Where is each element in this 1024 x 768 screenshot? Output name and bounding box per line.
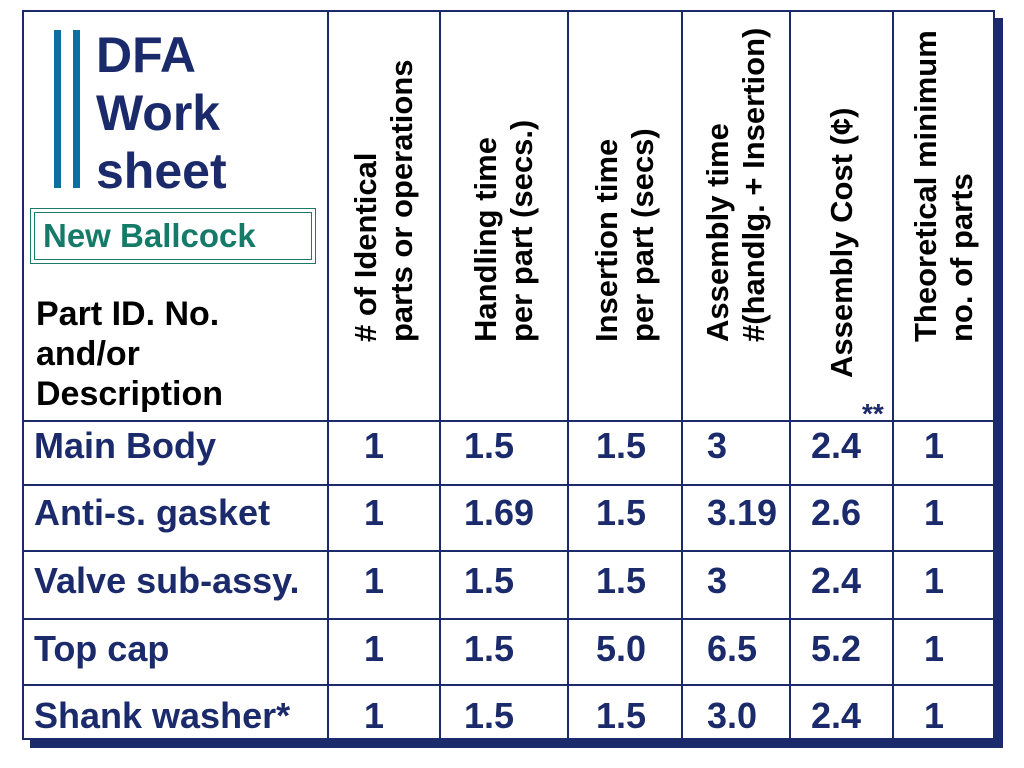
grid-line (24, 618, 993, 620)
grid-line (24, 420, 993, 422)
part-id-header: Part ID. No. and/or Description (36, 294, 223, 414)
value-handling: 1.5 (464, 695, 515, 736)
part-id-header-line: Part ID. No. (36, 295, 220, 333)
value-theoretical: 1 (924, 628, 945, 669)
value-assembly-time: 3.19 (707, 492, 778, 533)
worksheet-title: DFA Work sheet (96, 26, 227, 200)
column-header-assembly-time: Assembly time #(handlg. + Insertion) (683, 12, 789, 420)
part-description: Main Body (34, 425, 217, 466)
part-description: Anti-s. gasket (34, 492, 271, 533)
column-header-line: parts or operations (384, 59, 419, 343)
value-theoretical: 1 (924, 425, 945, 466)
column-header-handling: Handling time per part (secs.) (441, 12, 567, 420)
title-line: DFA (96, 27, 196, 83)
product-name: New Ballcock (34, 212, 312, 260)
value-theoretical: 1 (924, 695, 945, 736)
value-count: 1 (364, 492, 385, 533)
column-header-line: per part (secs.) (504, 119, 539, 342)
value-handling: 1.5 (464, 560, 515, 601)
column-header-theoretical: Theoretical minimum no. of parts (894, 12, 993, 420)
grid-line (24, 484, 993, 486)
value-assembly-time: 3 (707, 560, 728, 601)
value-insertion: 5.0 (596, 628, 647, 669)
column-header-line: per part (secs) (625, 128, 660, 342)
value-assembly-cost: 2.4 (811, 695, 862, 736)
grid-line (681, 12, 683, 738)
column-header-line: Insertion time (589, 138, 624, 342)
column-header-line: Theoretical minimum (907, 30, 943, 342)
grid-line (892, 12, 894, 738)
value-theoretical: 1 (924, 492, 945, 533)
part-id-header-line: Description (36, 375, 224, 413)
column-header-line: no. of parts (943, 173, 979, 342)
cost-footnote-marker: ** (862, 398, 884, 429)
value-handling: 1.5 (464, 628, 515, 669)
part-description: Shank washer* (34, 695, 291, 736)
column-header-line: #(handlg. + Insertion) (736, 27, 771, 342)
value-assembly-cost: 2.4 (811, 425, 862, 466)
value-insertion: 1.5 (596, 560, 647, 601)
value-assembly-time: 3.0 (707, 695, 758, 736)
value-assembly-time: 6.5 (707, 628, 758, 669)
title-line: sheet (96, 143, 227, 199)
logo-bar (73, 30, 80, 188)
column-header-line: Handling time (468, 137, 503, 342)
value-insertion: 1.5 (596, 425, 647, 466)
value-assembly-cost: 5.2 (811, 628, 862, 669)
part-description: Top cap (34, 628, 170, 669)
grid-line (24, 684, 993, 686)
title-line: Work (96, 85, 221, 141)
value-assembly-time: 3 (707, 425, 728, 466)
product-name-box: New Ballcock (30, 208, 316, 264)
value-insertion: 1.5 (596, 695, 647, 736)
grid-line (439, 12, 441, 738)
dfa-worksheet: DFA Work sheet New Ballcock Part ID. No.… (22, 10, 995, 740)
column-header-line: # of Identical (348, 152, 383, 342)
grid-line (327, 12, 329, 738)
logo-bar (54, 30, 61, 188)
part-description: Valve sub-assy. (34, 560, 300, 601)
column-header-line: Assembly time (700, 123, 735, 342)
column-header-insertion: Insertion time per part (secs) (569, 12, 681, 420)
value-handling: 1.69 (464, 492, 535, 533)
column-header-line: Assembly Cost (¢) (823, 107, 859, 378)
value-assembly-cost: 2.4 (811, 560, 862, 601)
value-count: 1 (364, 695, 385, 736)
value-insertion: 1.5 (596, 492, 647, 533)
value-count: 1 (364, 628, 385, 669)
value-assembly-cost: 2.6 (811, 492, 862, 533)
part-id-header-line: and/or (36, 335, 140, 373)
grid-line (24, 550, 993, 552)
value-handling: 1.5 (464, 425, 515, 466)
grid-line (789, 12, 791, 738)
value-count: 1 (364, 425, 385, 466)
column-header-count: # of Identical parts or operations (329, 12, 439, 420)
value-theoretical: 1 (924, 560, 945, 601)
grid-line (567, 12, 569, 738)
value-count: 1 (364, 560, 385, 601)
column-header-assembly-cost: Assembly Cost (¢) (791, 12, 892, 420)
